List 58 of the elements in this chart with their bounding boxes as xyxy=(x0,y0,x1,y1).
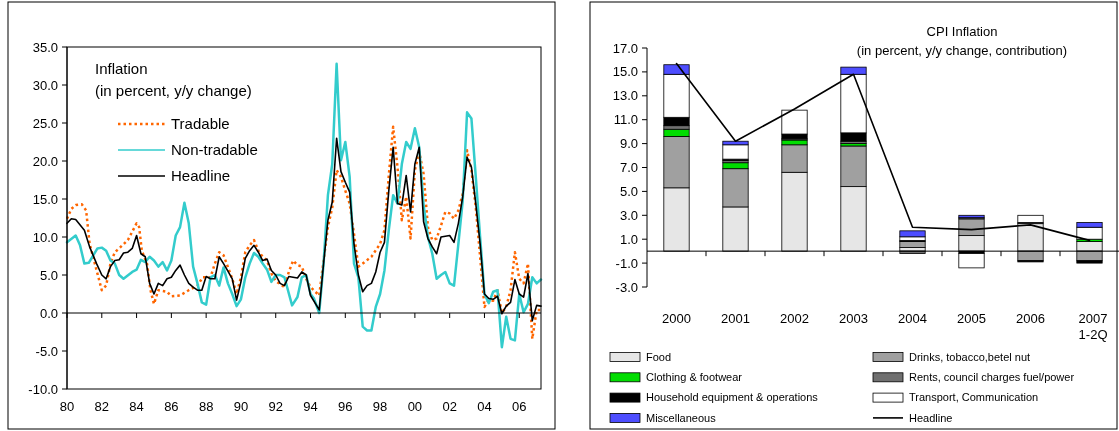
x-tick-label: 2000 xyxy=(662,311,691,326)
y-tick-label: 35.0 xyxy=(32,39,58,55)
legend-label: Food xyxy=(646,350,672,363)
x-tick-label: 2006 xyxy=(1016,311,1045,326)
y-tick-label: 15.0 xyxy=(32,191,58,207)
x-tick-label: 2007 1-2Q xyxy=(1078,311,1108,343)
x-tick-label: 2003 xyxy=(839,311,868,326)
y-tick-label: 20.0 xyxy=(32,153,58,169)
legend-label: Headline xyxy=(171,167,231,185)
y-tick-label: -10.0 xyxy=(28,381,58,397)
y-tick-label: 11.0 xyxy=(613,112,638,128)
x-tick-label: 90 xyxy=(233,399,249,414)
y-tick-label: 15.0 xyxy=(612,64,638,80)
y-tick-label: 17.0 xyxy=(612,40,638,56)
y-tick-label: 0.0 xyxy=(39,305,58,321)
x-tick-label: 04 xyxy=(477,399,492,414)
y-tick-label: 1.0 xyxy=(619,231,638,247)
y-tick-label: 5.0 xyxy=(39,267,58,283)
y-tick-label: 25.0 xyxy=(32,115,58,131)
x-tick-label: 2004 xyxy=(898,311,927,326)
x-tick-label: 02 xyxy=(442,399,457,414)
y-tick-label: 13.0 xyxy=(612,88,638,104)
chart-subtitle: (in percent, y/y change, contribution) xyxy=(856,42,1068,58)
x-tick-label: 00 xyxy=(407,399,423,414)
x-tick-label: 84 xyxy=(129,399,144,414)
y-tick-label: -1.0 xyxy=(615,255,638,271)
legend-label: Miscellaneous xyxy=(646,411,717,424)
x-tick-label: 80 xyxy=(59,399,75,414)
text: (in percent, y/y change) xyxy=(95,81,252,99)
x-tick-label: 88 xyxy=(198,399,214,414)
y-tick-label: -5.0 xyxy=(35,343,58,359)
x-tick-label: 86 xyxy=(164,399,179,414)
x-tick-label: 2002 xyxy=(780,311,809,326)
legend-label: Drinks, tobacco,betel nut xyxy=(909,350,1031,363)
legend-label: Non-tradable xyxy=(171,141,258,159)
y-tick-label: -3.0 xyxy=(615,279,638,295)
x-tick-label: 98 xyxy=(372,399,388,414)
y-tick-label: 3.0 xyxy=(619,207,638,223)
legend-label: Transport, Communication xyxy=(909,391,1039,404)
legend-label: Tradable xyxy=(171,115,230,133)
legend-label: Clothing & footwear xyxy=(646,371,743,384)
x-tick-label: 96 xyxy=(338,399,353,414)
chart-title: CPI Inflation xyxy=(926,24,998,39)
legend-label: Rents, council charges fuel/power xyxy=(909,371,1075,384)
y-tick-label: 30.0 xyxy=(32,77,58,93)
x-tick-label: 82 xyxy=(94,399,110,414)
y-tick-label: 9.0 xyxy=(619,136,638,152)
text: Inflation xyxy=(95,60,148,77)
x-tick-label: 2001 xyxy=(721,311,750,326)
x-tick-label: 94 xyxy=(303,399,318,414)
y-tick-label: 5.0 xyxy=(619,183,638,199)
legend-label: Headline xyxy=(909,411,953,424)
y-tick-label: 7.0 xyxy=(619,160,638,176)
y-tick-label: 10.0 xyxy=(32,229,58,245)
legend-label: Household equipment & operations xyxy=(646,391,819,404)
x-tick-label: 92 xyxy=(268,399,283,414)
x-tick-label: 2005 xyxy=(957,311,986,326)
x-tick-label: 06 xyxy=(512,399,527,414)
